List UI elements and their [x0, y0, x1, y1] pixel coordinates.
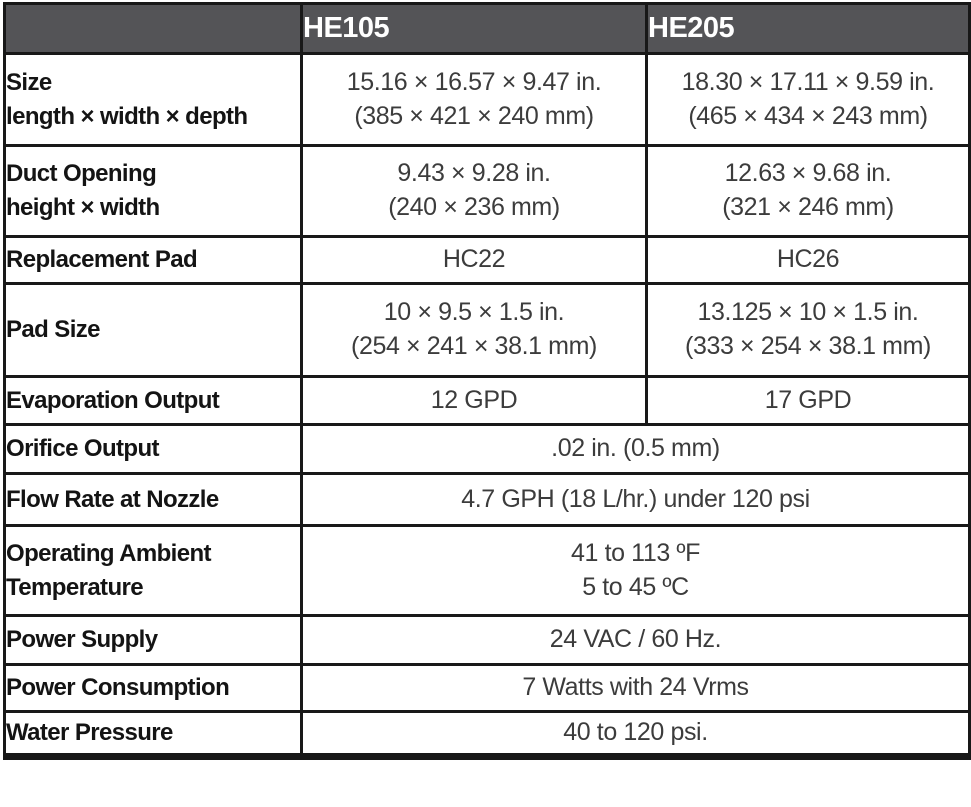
he205-value: 12.63 × 9.68 in. (321 × 246 mm) — [645, 144, 971, 238]
table-row-power-consumption: Power Consumption 7 Watts with 24 Vrms — [3, 663, 971, 713]
he105-value: 15.16 × 16.57 × 9.47 in. (385 × 421 × 240… — [300, 52, 648, 147]
header-row: HE105 HE205 — [3, 2, 971, 55]
he205-value: 18.30 × 17.11 × 9.59 in. (465 × 434 × 243… — [645, 52, 971, 147]
row-label: Replacement Pad — [3, 235, 303, 285]
table-row-evaporation-output: Evaporation Output 12 GPD 17 GPD — [3, 375, 971, 426]
he105-value: HC22 — [300, 235, 648, 285]
he105-value: 9.43 × 9.28 in. (240 × 236 mm) — [300, 144, 648, 238]
shared-value: 4.7 GPH (18 L/hr.) under 120 psi — [300, 472, 971, 527]
table-row-size: Size length × width × depth 15.16 × 16.57… — [3, 52, 971, 147]
table-row-replacement-pad: Replacement Pad HC22 HC26 — [3, 235, 971, 285]
row-label: Duct Opening height × width — [3, 144, 303, 238]
row-label: Pad Size — [3, 282, 303, 378]
he105-value: 10 × 9.5 × 1.5 in. (254 × 241 × 38.1 mm) — [300, 282, 648, 378]
he205-value: 17 GPD — [645, 375, 971, 426]
he205-value: 13.125 × 10 × 1.5 in. (333 × 254 × 38.1 m… — [645, 282, 971, 378]
column-header-he205: HE205 — [645, 2, 971, 55]
table-row-pad-size: Pad Size 10 × 9.5 × 1.5 in. (254 × 241 × … — [3, 282, 971, 378]
shared-value: 7 Watts with 24 Vrms — [300, 663, 971, 713]
row-label: Operating Ambient Temperature — [3, 524, 303, 617]
table-row-orifice-output: Orifice Output .02 in. (0.5 mm) — [3, 423, 971, 475]
row-label: Power Consumption — [3, 663, 303, 713]
row-label: Flow Rate at Nozzle — [3, 472, 303, 527]
column-header-he105: HE105 — [300, 2, 648, 55]
table-row-duct-opening: Duct Opening height × width 9.43 × 9.28 i… — [3, 144, 971, 238]
shared-value: 24 VAC / 60 Hz. — [300, 614, 971, 666]
row-label: Water Pressure — [3, 710, 303, 758]
specifications-table: HE105 HE205 Size length × width × depth 1… — [3, 2, 971, 760]
shared-value: 40 to 120 psi. — [300, 710, 971, 758]
table-row-water-pressure: Water Pressure 40 to 120 psi. — [3, 710, 971, 758]
table-row-power-supply: Power Supply 24 VAC / 60 Hz. — [3, 614, 971, 666]
shared-value: 41 to 113 ºF 5 to 45 ºC — [300, 524, 971, 617]
corner-cell — [3, 2, 303, 55]
table-row-flow-rate: Flow Rate at Nozzle 4.7 GPH (18 L/hr.) u… — [3, 472, 971, 527]
row-label: Power Supply — [3, 614, 303, 666]
he205-value: HC26 — [645, 235, 971, 285]
shared-value: .02 in. (0.5 mm) — [300, 423, 971, 475]
row-label: Orifice Output — [3, 423, 303, 475]
table-row-operating-temperature: Operating Ambient Temperature 41 to 113 º… — [3, 524, 971, 617]
row-label: Evaporation Output — [3, 375, 303, 426]
row-label: Size length × width × depth — [3, 52, 303, 147]
he105-value: 12 GPD — [300, 375, 648, 426]
